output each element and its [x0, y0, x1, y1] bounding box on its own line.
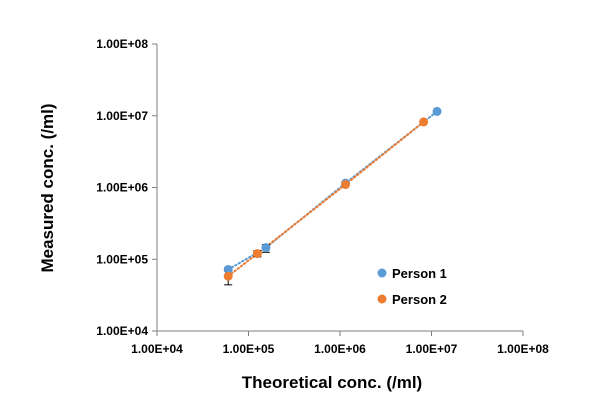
- data-point-series-2: [341, 180, 351, 190]
- y-tick-label: 1.00E+05: [96, 252, 148, 266]
- legend-label-series-2: Person 2: [392, 292, 447, 307]
- x-tick-labels: 1.00E+04 1.00E+05 1.00E+06 1.00E+07 1.00E+08: [131, 342, 549, 356]
- legend-marker-series-1: [377, 268, 387, 278]
- x-tick-label: 1.00E+08: [497, 342, 549, 356]
- trendline-series-2: [227, 120, 425, 278]
- y-tick-labels: 1.00E+04 1.00E+05 1.00E+06 1.00E+07 1.00E+08: [96, 37, 148, 338]
- trendline-series-1: [227, 110, 439, 271]
- x-tick-label: 1.00E+07: [406, 342, 458, 356]
- y-tick-label: 1.00E+07: [96, 109, 148, 123]
- data-point-series-2: [419, 117, 429, 127]
- data-point-series-2: [223, 271, 233, 281]
- y-tick-label: 1.00E+04: [96, 324, 148, 338]
- y-tick-label: 1.00E+06: [96, 181, 148, 195]
- x-tick-label: 1.00E+05: [223, 342, 275, 356]
- x-axis-title: Theoretical conc. (/ml): [242, 373, 422, 392]
- legend-label-series-1: Person 1: [392, 266, 447, 281]
- y-tick-label: 1.00E+08: [96, 37, 148, 51]
- x-tick-label: 1.00E+04: [131, 342, 183, 356]
- legend: Person 1 Person 2: [377, 266, 447, 307]
- axes: [152, 43, 524, 336]
- trendlines: [227, 110, 439, 278]
- data-point-series-1: [261, 243, 271, 253]
- data-point-series-1: [223, 264, 233, 274]
- data-points: [223, 106, 442, 281]
- data-point-series-1: [432, 106, 442, 116]
- x-tick-label: 1.00E+06: [314, 342, 366, 356]
- legend-marker-series-2: [377, 294, 387, 304]
- data-point-series-2: [252, 249, 262, 259]
- y-axis-title: Measured conc. (/ml): [38, 103, 57, 272]
